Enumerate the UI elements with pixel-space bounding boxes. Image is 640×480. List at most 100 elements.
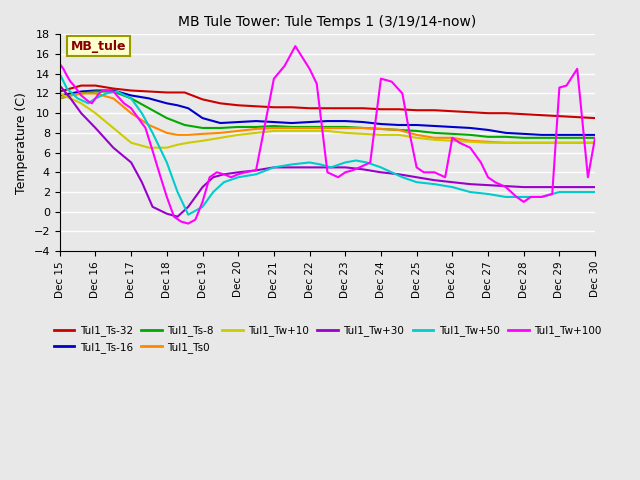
Tul1_Tw+50 [327, 165, 335, 170]
Tul1_Tw+30 [270, 165, 278, 170]
Tul1_Ts-8 [556, 135, 563, 141]
Tul1_Ts0 [324, 125, 332, 131]
Tul1_Tw+10 [573, 140, 581, 145]
Tul1_Ts-32 [92, 83, 99, 88]
Tul1_Ts-8 [77, 91, 85, 96]
Tul1_Ts0 [467, 138, 474, 144]
Tul1_Tw+50 [148, 130, 156, 136]
Tul1_Tw+50 [84, 100, 92, 106]
Tul1_Ts-8 [324, 124, 332, 130]
Tul1_Ts0 [198, 131, 206, 137]
Tul1_Ts-16 [467, 125, 474, 131]
Tul1_Tw+10 [431, 137, 438, 143]
Tul1_Ts0 [520, 140, 527, 145]
Tul1_Ts-8 [449, 131, 456, 137]
Tul1_Tw+10 [127, 140, 135, 145]
Tul1_Ts-8 [216, 125, 224, 131]
Tul1_Tw+50 [234, 174, 242, 180]
Tul1_Ts0 [502, 140, 509, 145]
Tul1_Ts-16 [109, 88, 117, 94]
Tul1_Ts0 [67, 93, 74, 98]
Tul1_Tw+50 [56, 71, 63, 77]
Tul1_Ts-8 [484, 134, 492, 140]
Tul1_Tw+50 [341, 159, 349, 165]
Tul1_Tw+30 [484, 182, 492, 188]
Tul1_Tw+10 [252, 130, 260, 136]
Tul1_Ts0 [556, 140, 563, 145]
Tul1_Tw+50 [102, 91, 110, 96]
Tul1_Tw+100 [349, 168, 356, 173]
Tul1_Tw+50 [184, 212, 192, 217]
Tul1_Tw+50 [449, 184, 456, 190]
Tul1_Tw+30 [127, 159, 135, 165]
Tul1_Ts-32 [520, 111, 527, 117]
Tul1_Ts-16 [252, 118, 260, 124]
Tul1_Tw+50 [363, 159, 371, 165]
Tul1_Tw+100 [95, 91, 103, 96]
Tul1_Tw+30 [77, 110, 85, 116]
Tul1_Tw+10 [109, 125, 117, 131]
Tul1_Ts-16 [184, 106, 192, 111]
Tul1_Tw+50 [556, 189, 563, 195]
Tul1_Tw+30 [359, 167, 367, 172]
Tul1_Ts-16 [163, 100, 171, 106]
Tul1_Ts0 [92, 91, 99, 96]
Tul1_Tw+10 [467, 139, 474, 144]
Tul1_Tw+50 [520, 194, 527, 200]
Tul1_Tw+30 [377, 169, 385, 175]
Tul1_Tw+10 [359, 131, 367, 137]
Tul1_Tw+50 [74, 96, 81, 101]
Tul1_Tw+30 [92, 125, 99, 131]
Tul1_Tw+50 [413, 180, 420, 185]
Tul1_Tw+100 [109, 89, 117, 95]
Tul1_Ts-8 [127, 96, 135, 101]
Tul1_Ts-16 [556, 132, 563, 138]
Tul1_Tw+50 [198, 204, 206, 210]
Tul1_Ts0 [431, 135, 438, 141]
Tul1_Ts0 [573, 140, 581, 145]
Tul1_Ts-32 [56, 89, 63, 95]
Tul1_Tw+50 [173, 189, 181, 195]
Tul1_Tw+10 [324, 128, 332, 134]
Tul1_Tw+30 [288, 165, 296, 170]
Tul1_Ts-8 [109, 89, 117, 95]
Tul1_Tw+30 [138, 180, 146, 185]
Tul1_Ts-8 [92, 89, 99, 95]
Tul1_Ts-8 [234, 124, 242, 130]
Tul1_Tw+30 [591, 184, 599, 190]
Tul1_Tw+50 [288, 162, 296, 168]
Tul1_Ts-32 [181, 90, 189, 96]
Tul1_Ts-16 [413, 122, 420, 128]
Tul1_Tw+10 [306, 128, 314, 134]
Title: MB Tule Tower: Tule Temps 1 (3/19/14-now): MB Tule Tower: Tule Temps 1 (3/19/14-now… [179, 15, 477, 29]
Tul1_Tw+50 [502, 194, 509, 200]
Tul1_Tw+10 [216, 135, 224, 141]
Tul1_Tw+50 [127, 96, 135, 101]
Tul1_Tw+50 [467, 189, 474, 195]
Tul1_Tw+30 [502, 183, 509, 189]
Tul1_Tw+50 [484, 191, 492, 197]
Tul1_Ts0 [163, 130, 171, 136]
Tul1_Ts0 [56, 96, 63, 101]
Tul1_Tw+30 [341, 165, 349, 170]
Tul1_Tw+30 [173, 214, 181, 219]
Tul1_Tw+30 [220, 171, 228, 177]
Tul1_Tw+50 [113, 89, 121, 95]
Tul1_Ts0 [484, 139, 492, 144]
Tul1_Ts-32 [306, 106, 314, 111]
Tul1_Ts-32 [109, 85, 117, 91]
Tul1_Ts-8 [573, 135, 581, 141]
Tul1_Tw+30 [252, 168, 260, 173]
Tul1_Ts-8 [306, 124, 314, 130]
Tul1_Tw+50 [252, 171, 260, 177]
Tul1_Ts0 [77, 91, 85, 96]
Tul1_Tw+50 [352, 157, 360, 163]
Tul1_Ts-32 [556, 113, 563, 119]
Tul1_Ts0 [449, 135, 456, 141]
Tul1_Tw+10 [520, 140, 527, 145]
Tul1_Ts-32 [324, 106, 332, 111]
Tul1_Ts-32 [288, 104, 296, 110]
Tul1_Ts-16 [324, 118, 332, 124]
Tul1_Tw+30 [234, 169, 242, 175]
Tul1_Ts-8 [56, 96, 63, 101]
